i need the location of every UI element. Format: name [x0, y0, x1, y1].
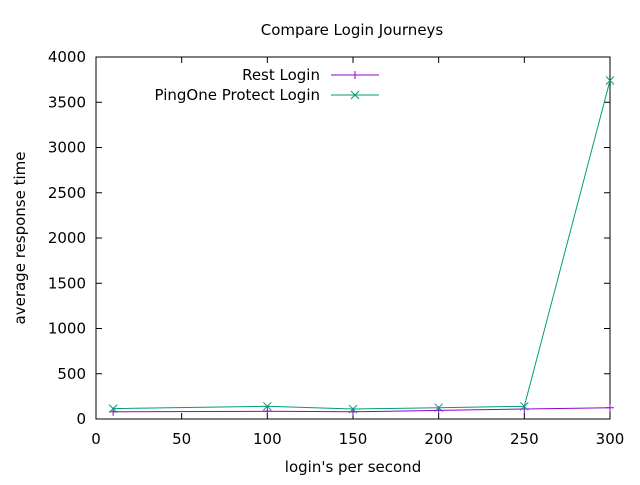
x-tick-label: 200: [424, 430, 453, 448]
series-line-pingone-protect-login: [113, 80, 611, 410]
legend-label-pingone-protect-login: PingOne Protect Login: [155, 86, 321, 104]
y-tick-label: 3000: [48, 139, 86, 157]
data-point-rest-login: [263, 407, 272, 416]
data-point-rest-login: [606, 403, 614, 412]
x-tick-label: 50: [172, 430, 191, 448]
x-tick-label: 100: [253, 430, 282, 448]
y-tick-label: 1000: [48, 320, 86, 338]
legend-marker-pingone-protect-login: [350, 90, 360, 100]
x-axis-title: login's per second: [285, 458, 421, 476]
y-tick-label: 2500: [48, 184, 86, 202]
plot-frame: [95, 56, 611, 420]
legend-marker-rest-login: [351, 71, 359, 79]
data-point-pingone-protect-login: [519, 401, 529, 411]
y-tick-label: 1500: [48, 274, 86, 292]
data-point-pingone-protect-login: [262, 401, 272, 411]
x-tick-label: 250: [510, 430, 539, 448]
data-point-pingone-protect-login: [348, 404, 358, 414]
x-tick-label: 0: [91, 430, 101, 448]
chart-title: Compare Login Journeys: [261, 21, 444, 39]
x-tick-label: 150: [339, 430, 368, 448]
y-tick-label: 2000: [48, 229, 86, 247]
series-line-rest-login: [113, 407, 611, 413]
y-tick-label: 4000: [48, 48, 86, 66]
data-point-pingone-protect-login: [108, 404, 118, 413]
y-tick-label: 500: [57, 365, 86, 383]
plot-area: 0 50 100 150 200 250 3000500100015002000250030…: [48, 48, 625, 448]
y-axis-title: average response time: [11, 152, 29, 325]
legend-label-rest-login: Rest Login: [242, 66, 320, 84]
data-point-pingone-protect-login: [434, 403, 444, 413]
y-tick-label: 3500: [48, 93, 86, 111]
y-tick-label: 0: [76, 410, 86, 428]
x-tick-label: 300: [596, 430, 625, 448]
data-point-pingone-protect-login: [605, 76, 615, 85]
